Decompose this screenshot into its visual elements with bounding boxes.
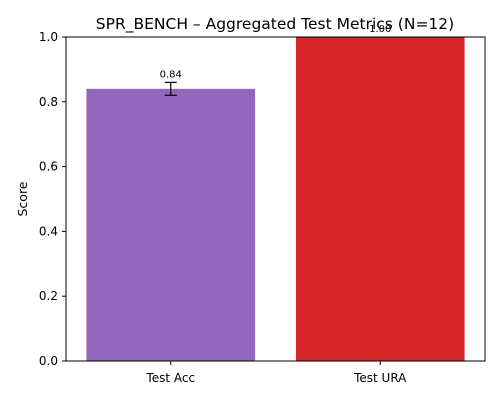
x-axis: Test Acc Test URA <box>145 361 407 385</box>
errorbars-layer <box>164 81 177 96</box>
x-tick-label-1: Test URA <box>353 371 407 385</box>
x-tick-label-0: Test Acc <box>145 371 195 385</box>
y-tick-label-5: 1.0 <box>39 30 58 44</box>
data-label-1: 1.00 <box>369 24 391 35</box>
chart-title: SPR_BENCH – Aggregated Test Metrics (N=1… <box>96 15 454 34</box>
y-tick-label-0: 0.0 <box>39 354 58 368</box>
data-label-0: 0.84 <box>160 69 182 80</box>
y-axis-label: Score <box>15 181 30 216</box>
y-tick-label-1: 0.2 <box>39 289 58 303</box>
y-tick-label-3: 0.6 <box>39 160 58 174</box>
data-labels-layer: 0.84 1.00 <box>160 24 392 80</box>
y-tick-label-4: 0.8 <box>39 95 58 109</box>
bars-layer <box>86 37 465 361</box>
plot-frame <box>65 36 486 362</box>
y-axis: 0.0 0.2 0.4 0.6 0.8 1.0 <box>39 30 66 368</box>
bar-1 <box>295 37 465 361</box>
y-tick-label-2: 0.4 <box>39 224 58 238</box>
bar-0 <box>86 88 256 361</box>
